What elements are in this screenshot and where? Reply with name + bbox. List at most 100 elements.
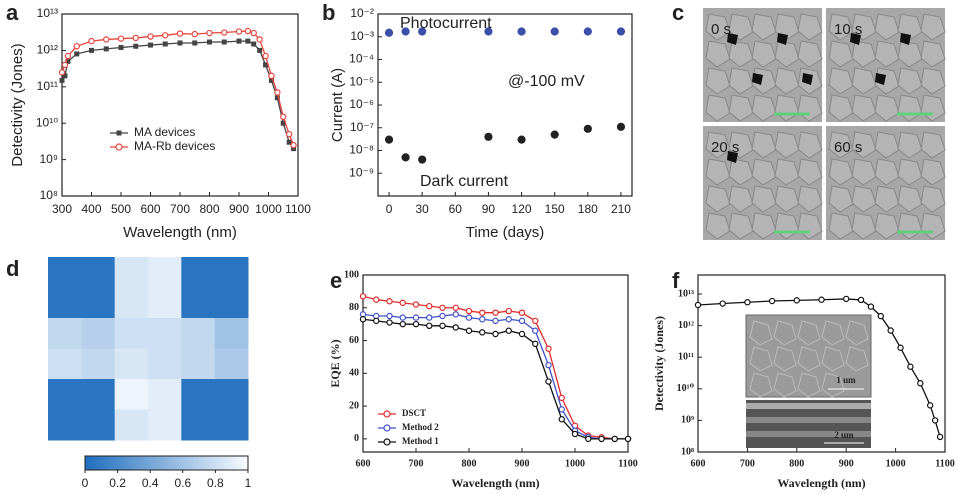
x-tick-label: 90 — [482, 202, 496, 216]
grain — [845, 346, 869, 372]
point — [545, 378, 552, 385]
point — [244, 27, 252, 35]
point — [439, 312, 446, 320]
grain — [897, 40, 923, 68]
grain — [897, 185, 923, 213]
point — [867, 303, 875, 310]
grain — [749, 372, 773, 398]
grain — [874, 40, 900, 68]
grain — [728, 67, 754, 95]
x-tick-label: 500 — [111, 202, 131, 216]
plot-frame — [362, 274, 629, 453]
y-tick-label: 10¹¹ — [37, 79, 58, 93]
point — [359, 293, 367, 300]
grain — [728, 131, 754, 159]
time-label: 10 s — [834, 21, 862, 38]
plot-frame — [377, 13, 633, 197]
panel-letter: b — [322, 0, 335, 25]
legend-label: MA devices — [134, 125, 195, 139]
point — [221, 39, 227, 45]
point — [694, 301, 702, 309]
point — [206, 29, 213, 37]
y-tick-label: 10¹² — [678, 320, 694, 331]
legend-label: Method 1 — [402, 436, 439, 446]
colorbar-label: 0.6 — [174, 476, 191, 490]
y-tick-label: 10⁻⁴ — [349, 52, 374, 66]
grain — [828, 40, 854, 68]
point — [291, 146, 297, 152]
heat-cell — [148, 257, 182, 288]
plot-frame — [697, 274, 946, 453]
panel: d 0 0.2 0.4 0.6 0.8 1 — [6, 256, 252, 490]
x-tick-label: 120 — [512, 202, 532, 216]
point — [768, 297, 776, 305]
point — [624, 435, 632, 443]
point — [505, 327, 512, 334]
x-tick-label: 1100 — [618, 458, 637, 469]
point — [532, 340, 539, 348]
grain — [874, 13, 900, 41]
legend-marker — [383, 438, 391, 446]
point — [147, 33, 154, 40]
point — [73, 43, 80, 50]
point — [399, 320, 406, 328]
point — [545, 361, 552, 369]
grain — [797, 131, 823, 159]
grain — [851, 67, 877, 95]
x-tick-label: 600 — [140, 202, 160, 216]
point — [103, 36, 110, 43]
grain — [728, 212, 754, 240]
x-tick-label: 600 — [691, 458, 706, 469]
series-label: Photocurrent — [400, 15, 492, 32]
point — [550, 130, 559, 139]
point — [426, 314, 433, 321]
point — [162, 41, 168, 47]
y-tick-label: 10⁻⁵ — [349, 74, 374, 88]
heat-cell — [114, 257, 149, 288]
legend-marker — [383, 410, 391, 418]
heat-cell — [181, 257, 216, 288]
y-tick-label: 100 — [344, 269, 359, 280]
grain — [851, 94, 877, 122]
point — [268, 72, 275, 80]
colorbar-label: 0 — [82, 476, 89, 490]
pinhole — [727, 33, 738, 45]
x-tick-label: 800 — [462, 458, 477, 469]
pinhole — [727, 151, 738, 163]
point — [558, 406, 565, 413]
grain — [774, 67, 800, 95]
point — [103, 46, 109, 52]
y-tick-label: 60 — [349, 335, 359, 346]
point — [558, 416, 565, 423]
panel-letter: a — [6, 0, 19, 25]
grain — [773, 372, 797, 398]
point — [452, 311, 459, 318]
heat-cell — [148, 379, 182, 410]
grain — [797, 372, 821, 398]
point — [532, 317, 539, 325]
pinhole — [752, 73, 763, 85]
y-tick-label: 10¹³ — [678, 288, 694, 299]
heat-cell — [214, 409, 249, 441]
grain — [920, 40, 946, 68]
x-tick-label: 400 — [81, 202, 101, 216]
point — [558, 394, 565, 402]
y-tick-label: 10¹² — [37, 43, 58, 57]
point — [465, 314, 473, 321]
point — [280, 113, 287, 120]
panel-letter: e — [330, 268, 342, 293]
x-axis-label: Wavelength (nm) — [451, 476, 539, 490]
grain — [751, 13, 777, 41]
x-tick-label: 1000 — [886, 458, 906, 469]
point — [887, 327, 894, 334]
heat-cell — [48, 348, 82, 380]
x-axis-label: Wavelength (nm) — [123, 224, 237, 241]
point — [286, 139, 292, 145]
point — [505, 316, 512, 323]
point — [492, 317, 499, 325]
colorbar — [84, 455, 249, 471]
y-tick-label: 10¹⁰ — [677, 383, 695, 394]
legend-marker — [116, 130, 122, 136]
point — [452, 304, 459, 311]
legend-label: Method 2 — [402, 422, 439, 432]
